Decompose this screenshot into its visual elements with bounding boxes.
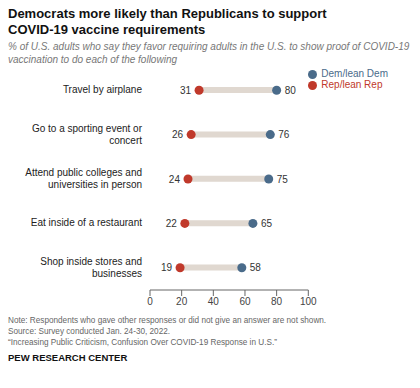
svg-text:31: 31	[180, 85, 192, 96]
svg-text:Travel by airplane: Travel by airplane	[63, 84, 143, 95]
svg-text:65: 65	[261, 218, 273, 229]
svg-text:75: 75	[277, 174, 289, 185]
html-text:Rep/lean Rep: Rep/lean Rep	[321, 79, 383, 91]
html-text:“Increasing Public Criticism,: “Increasing Public Criticism, Confusion …	[8, 337, 277, 347]
svg-text:22: 22	[166, 218, 178, 229]
html-text:Note: Respondents who gave oth: Note: Respondents who gave other respons…	[8, 316, 327, 326]
svg-text:24: 24	[169, 174, 181, 185]
svg-text:80: 80	[285, 85, 297, 96]
svg-text:Go to a sporting event orconce: Go to a sporting event orconcert	[32, 122, 143, 145]
svg-text:Attend public colleges anduniv: Attend public colleges anduniversities i…	[25, 167, 142, 190]
svg-text:100: 100	[300, 296, 317, 307]
svg-text:60: 60	[239, 296, 251, 307]
svg-text:80: 80	[271, 296, 283, 307]
svg-text:0: 0	[147, 296, 153, 307]
svg-text:Shop inside stores andbusiness: Shop inside stores andbusinesses	[40, 256, 142, 279]
svg-text:Eat inside of a restaurant: Eat inside of a restaurant	[31, 217, 142, 228]
svg-text:20: 20	[176, 296, 188, 307]
svg-text:40: 40	[208, 296, 220, 307]
html-text:Dem/lean Dem: Dem/lean Dem	[321, 68, 388, 80]
html-text:Democrats more likely than Rep: Democrats more likely than Republicans t…	[8, 6, 327, 37]
svg-text:26: 26	[172, 129, 184, 140]
html-text:% of U.S. adults who say they: % of U.S. adults who say they favor requ…	[8, 41, 410, 65]
html-text:PEW RESEARCH CENTER: PEW RESEARCH CENTER	[8, 352, 128, 364]
svg-text:58: 58	[250, 263, 262, 274]
html-text:Source: Survey conducted Jan.: Source: Survey conducted Jan. 24-30, 202…	[8, 326, 170, 336]
svg-text:76: 76	[278, 129, 290, 140]
svg-text:19: 19	[161, 263, 173, 274]
